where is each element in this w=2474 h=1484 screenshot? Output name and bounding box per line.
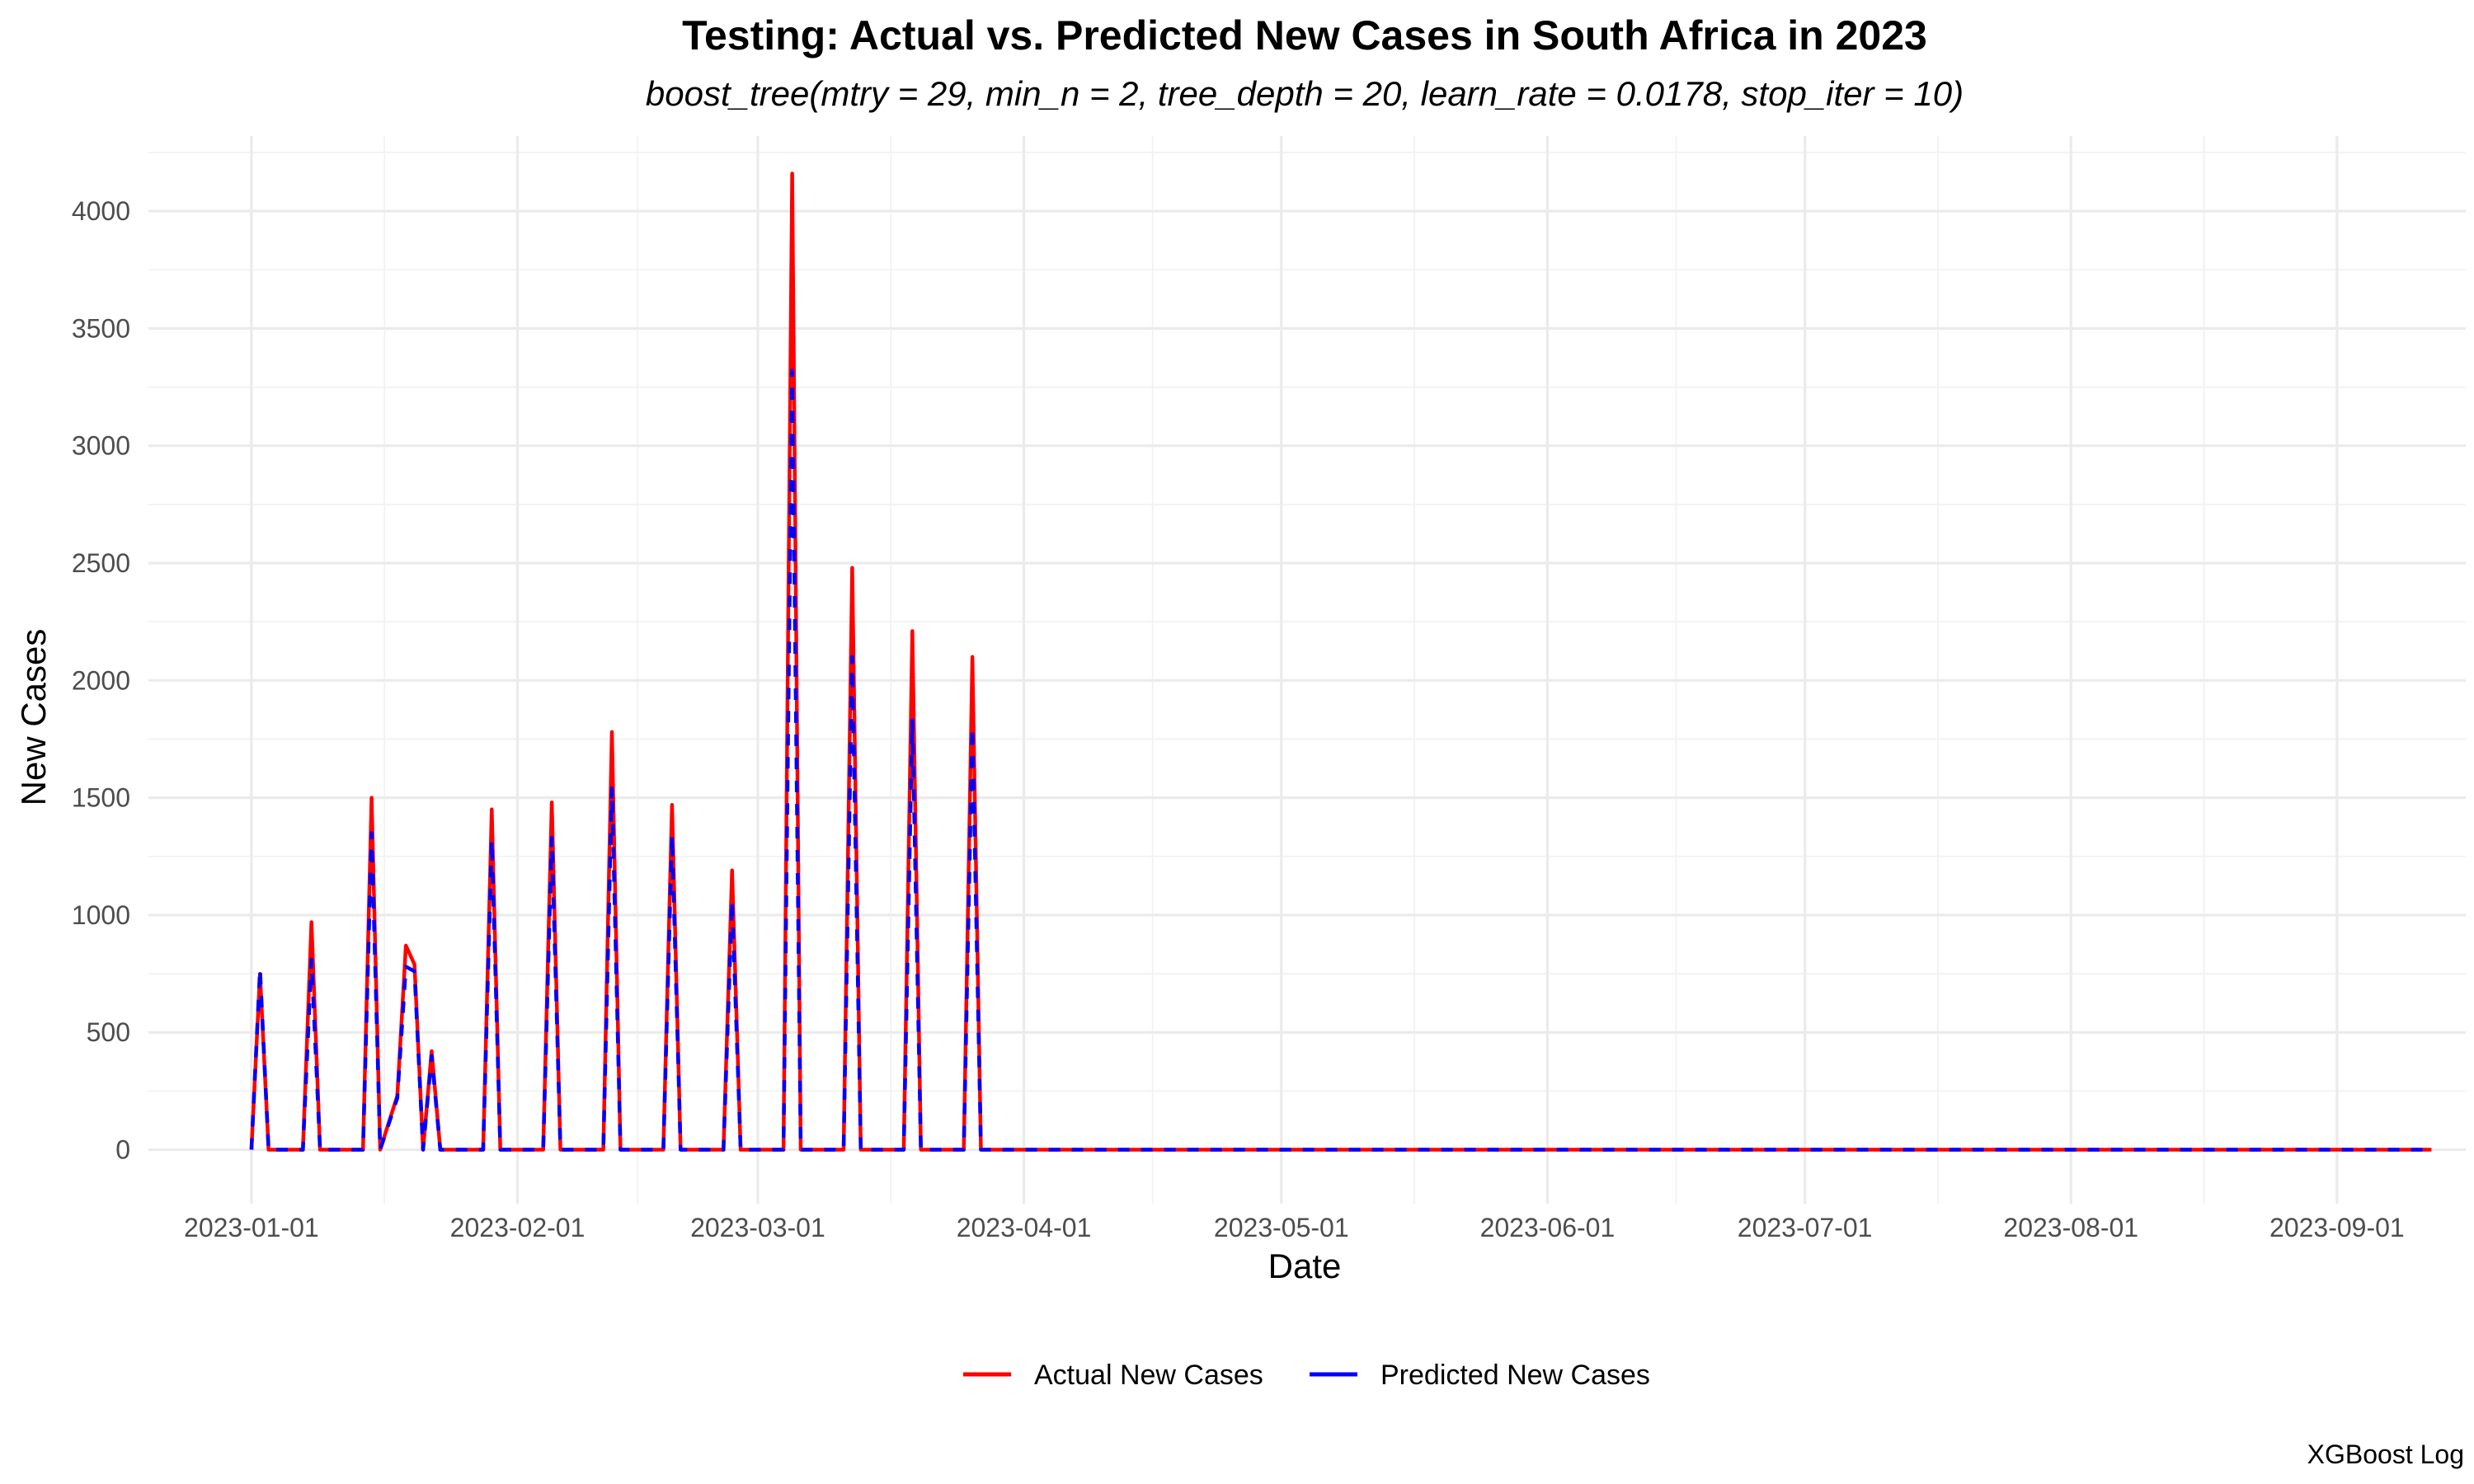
y-tick-label: 3500 — [72, 313, 130, 343]
y-tick-label: 1500 — [72, 783, 130, 813]
y-tick-label: 2500 — [72, 548, 130, 578]
chart-title: Testing: Actual vs. Predicted New Cases … — [682, 12, 1927, 59]
x-tick-label: 2023-05-01 — [1214, 1213, 1349, 1242]
x-tick-label: 2023-01-01 — [184, 1213, 319, 1242]
y-tick-label: 500 — [87, 1017, 130, 1047]
series-line-predicted — [249, 369, 2432, 1152]
legend-label-predicted: Predicted New Cases — [1380, 1360, 1650, 1391]
y-axis-ticks: 0 500 1000 1500 2000 2500 3000 3500 4000 — [72, 196, 130, 1164]
x-axis-ticks: 2023-01-01 2023-02-01 2023-03-01 2023-04-01… — [184, 1213, 2405, 1242]
x-tick-label: 2023-06-01 — [1480, 1213, 1616, 1242]
legend: Actual New Cases Predicted New Cases — [963, 1360, 1650, 1391]
y-tick-label: 4000 — [72, 196, 130, 226]
y-tick-label: 2000 — [72, 665, 130, 695]
y-tick-label: 1000 — [72, 900, 130, 930]
y-tick-label: 0 — [115, 1135, 130, 1165]
y-tick-label: 3000 — [72, 431, 130, 461]
x-tick-label: 2023-03-01 — [690, 1213, 825, 1242]
x-tick-label: 2023-07-01 — [1738, 1213, 1873, 1242]
series-lines — [249, 171, 2432, 1152]
x-tick-label: 2023-09-01 — [2269, 1213, 2405, 1242]
legend-label-actual: Actual New Cases — [1034, 1360, 1263, 1391]
x-axis-title: Date — [1268, 1247, 1342, 1285]
y-axis-title: New Cases — [14, 629, 53, 806]
x-tick-label: 2023-04-01 — [957, 1213, 1092, 1242]
series-line-actual — [249, 171, 2432, 1152]
x-tick-label: 2023-08-01 — [2003, 1213, 2138, 1242]
chart-subtitle: boost_tree(mtry = 29, min_n = 2, tree_de… — [646, 74, 1964, 113]
x-tick-label: 2023-02-01 — [450, 1213, 586, 1242]
chart-caption: XGBoost Log — [2307, 1439, 2464, 1469]
